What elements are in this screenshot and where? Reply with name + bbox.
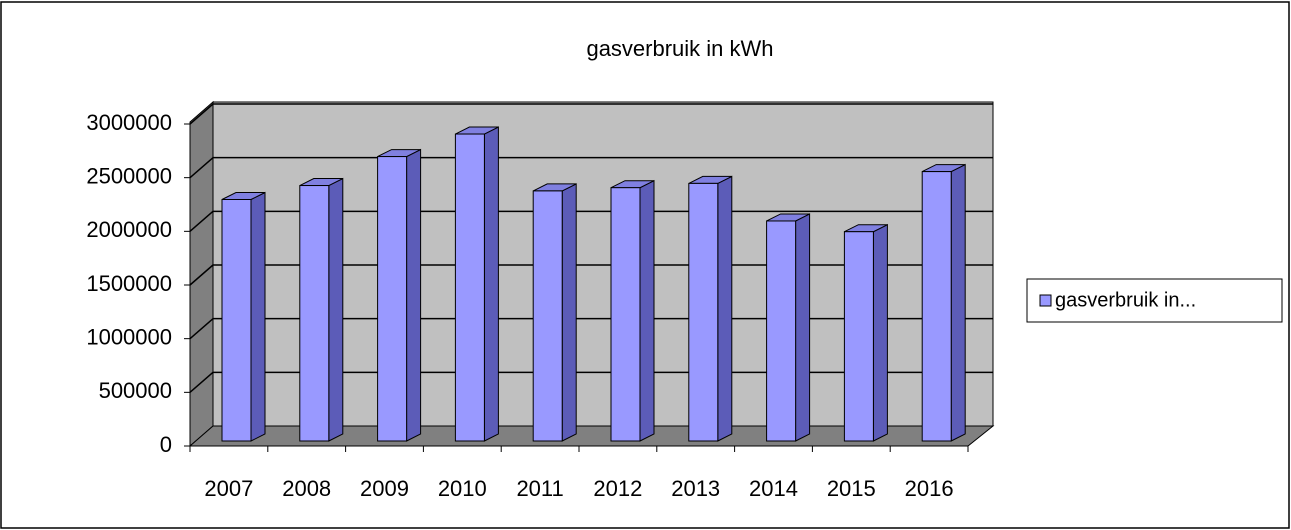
y-tick-label: 2500000 <box>86 163 172 188</box>
bar-side <box>561 183 577 442</box>
bar <box>454 126 499 442</box>
x-tick-label: 2007 <box>204 476 253 501</box>
bar-front <box>377 156 408 442</box>
legend <box>1026 278 1283 323</box>
bar-front <box>221 199 252 442</box>
x-tick-label: 2010 <box>438 476 487 501</box>
side-wall <box>189 100 214 448</box>
chart-title: gasverbruik in kWh <box>586 36 773 61</box>
bar-side <box>639 179 655 442</box>
bar-front <box>921 171 952 442</box>
bar-front <box>299 185 330 442</box>
legend-swatch <box>1039 294 1052 307</box>
bar-front <box>454 133 485 442</box>
bar-side <box>250 191 266 442</box>
bar <box>921 163 966 442</box>
bar-side <box>328 177 344 442</box>
bar <box>610 179 655 442</box>
x-tick-label: 2016 <box>905 476 954 501</box>
x-tick-label: 2012 <box>593 476 642 501</box>
bar-side <box>483 126 499 442</box>
bar-side <box>717 175 733 442</box>
grid-line <box>189 103 214 125</box>
x-tick-label: 2008 <box>282 476 331 501</box>
x-tick-label: 2014 <box>749 476 798 501</box>
bar <box>688 175 733 442</box>
bar-side <box>795 213 811 442</box>
y-tick-label: 0 <box>160 432 172 457</box>
bar-side <box>872 223 888 442</box>
y-tick-label: 1500000 <box>86 271 172 296</box>
y-tick-label: 3000000 <box>86 110 172 135</box>
grid-line <box>189 264 214 286</box>
bar-front <box>610 187 641 442</box>
bar-front <box>766 220 797 442</box>
bar <box>843 223 888 442</box>
y-tick-label: 1000000 <box>86 324 172 349</box>
y-tick-label: 2000000 <box>86 217 172 242</box>
x-tick-label: 2013 <box>671 476 720 501</box>
bar-side <box>950 163 966 442</box>
grid-line <box>189 318 214 340</box>
bar-front <box>532 190 563 442</box>
legend-label: gasverbruik in... <box>1055 289 1196 311</box>
bar-side <box>406 148 422 442</box>
bar <box>299 177 344 442</box>
bar-front <box>688 182 719 442</box>
grid-line <box>189 157 214 179</box>
grid-line <box>189 371 214 393</box>
x-tick-label: 2011 <box>516 476 563 501</box>
bar <box>532 183 577 442</box>
x-tick-label: 2009 <box>360 476 409 501</box>
grid-line <box>189 210 214 232</box>
x-tick-label: 2015 <box>827 476 876 501</box>
y-tick-label: 500000 <box>99 378 172 403</box>
bar <box>766 213 811 442</box>
bar-front <box>843 231 874 442</box>
bar <box>221 191 266 442</box>
bar <box>377 148 422 442</box>
